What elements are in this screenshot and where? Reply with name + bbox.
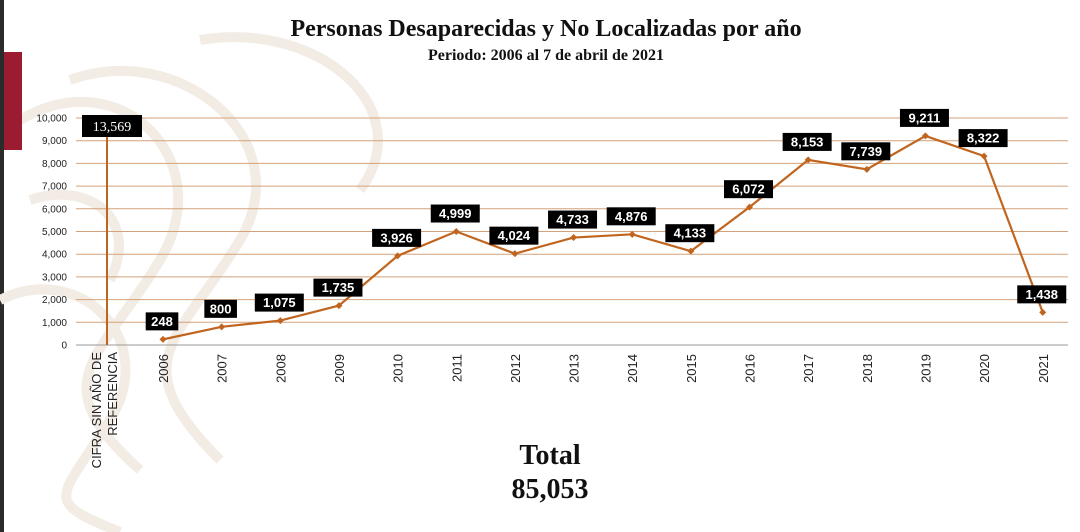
x-tick-label: 2008	[273, 354, 288, 383]
data-label-box	[430, 204, 480, 223]
data-point	[335, 302, 343, 310]
chart-title: Personas Desaparecidas y No Localizadas …	[290, 16, 802, 42]
data-point	[394, 252, 402, 260]
data-point	[687, 247, 695, 255]
data-label: 248	[151, 314, 173, 329]
data-label-box	[841, 142, 891, 161]
data-label-box	[899, 108, 949, 127]
data-point	[746, 203, 753, 211]
y-tick-label: 0	[61, 341, 67, 352]
data-label: 4,999	[439, 206, 472, 221]
reference-category-label: CIFRA SIN AÑO DE	[89, 352, 104, 469]
x-tick-label: 2010	[391, 354, 406, 383]
data-labels: 248 800 1,075 1,735 3,926 4,999 4,024 4,733 4,87…	[145, 108, 1067, 331]
data-label-box	[782, 132, 832, 151]
x-tick-label: 2017	[801, 354, 816, 383]
series-line-group	[159, 132, 1047, 343]
x-tick-label: 2018	[860, 354, 875, 383]
data-point	[628, 230, 636, 238]
left-accent-bar	[4, 52, 22, 150]
x-axis-ticks: 2006 2007 2008 2009 2010 2011 2012 2013 2014 2015…	[156, 354, 1051, 383]
x-tick-label: 2020	[977, 354, 992, 383]
x-tick-label: 2015	[684, 354, 699, 383]
x-tick-label: 2016	[743, 354, 758, 383]
y-tick-label: 6,000	[42, 204, 67, 215]
data-label: 800	[210, 301, 232, 316]
data-label: 9,211	[909, 110, 941, 125]
data-label-box	[372, 228, 422, 247]
data-label: 4,876	[615, 209, 648, 224]
y-tick-label: 1,000	[42, 318, 67, 329]
gridlines	[76, 117, 1068, 346]
chart-subtitle: Periodo: 2006 al 7 de abril de 2021	[428, 47, 664, 64]
data-point	[276, 317, 284, 325]
data-label: 8,153	[791, 134, 824, 149]
data-label-box	[548, 210, 598, 229]
data-point	[511, 250, 519, 258]
x-tick-label: 2012	[508, 354, 523, 383]
y-tick-label: 9,000	[42, 136, 67, 147]
data-label-box	[958, 129, 1008, 148]
data-label: 8,322	[967, 131, 1000, 146]
data-label-box	[1017, 285, 1067, 304]
background-ornament	[0, 32, 383, 532]
y-tick-label: 2,000	[42, 295, 67, 306]
reference-label-box	[82, 115, 142, 137]
data-label: 1,075	[263, 295, 296, 310]
x-tick-label: 2013	[567, 354, 582, 383]
y-tick-label: 4,000	[42, 250, 67, 261]
x-tick-label: 2021	[1036, 354, 1051, 383]
data-label: 6,072	[732, 182, 765, 197]
data-label: 3,926	[380, 230, 413, 245]
data-label-box	[724, 180, 773, 199]
x-tick-label: 2006	[156, 354, 171, 383]
data-label-box	[313, 278, 363, 297]
reference-value-label: 13,569	[93, 120, 132, 135]
data-label: 1,438	[1025, 287, 1058, 302]
y-tick-label: 10,000	[36, 114, 67, 125]
total-label: Total	[519, 440, 581, 471]
data-label: 4,024	[498, 228, 531, 243]
data-label: 7,739	[850, 144, 883, 159]
x-tick-label: 2011	[449, 354, 464, 382]
y-tick-label: 3,000	[42, 272, 67, 283]
data-point	[570, 234, 578, 242]
x-tick-label: 2007	[215, 354, 230, 383]
y-tick-label: 8,000	[42, 159, 67, 170]
y-axis-ticks: 0 1,000 2,000 3,000 4,000 5,000 6,000 7,000 8,00…	[36, 114, 67, 352]
x-tick-label: 2019	[918, 354, 933, 383]
data-label: 4,133	[674, 226, 707, 241]
data-point	[159, 335, 167, 343]
data-label-box	[489, 226, 539, 245]
data-label-box	[145, 312, 179, 331]
reference-group: 13,569 CIFRA SIN AÑO DE REFERENCIA	[82, 115, 142, 468]
data-label: 1,735	[322, 280, 355, 295]
total-value: 85,053	[511, 474, 589, 505]
data-label-box	[204, 299, 237, 318]
y-tick-label: 7,000	[42, 182, 67, 193]
data-point	[804, 156, 812, 164]
data-point	[218, 323, 226, 331]
data-label-box	[606, 207, 656, 226]
data-point	[452, 228, 460, 236]
data-label-box	[665, 224, 715, 243]
data-point	[1039, 308, 1047, 316]
y-tick-label: 5,000	[42, 227, 67, 238]
series-line	[162, 134, 1044, 341]
data-label-box	[254, 293, 304, 312]
data-point	[980, 152, 988, 160]
x-tick-label: 2014	[625, 354, 640, 383]
data-label: 4,733	[556, 212, 589, 227]
x-tick-label: 2009	[332, 354, 347, 383]
data-point	[921, 132, 929, 140]
reference-category-label: REFERENCIA	[105, 352, 120, 436]
data-point	[863, 165, 871, 173]
left-edge-bar	[0, 0, 4, 532]
